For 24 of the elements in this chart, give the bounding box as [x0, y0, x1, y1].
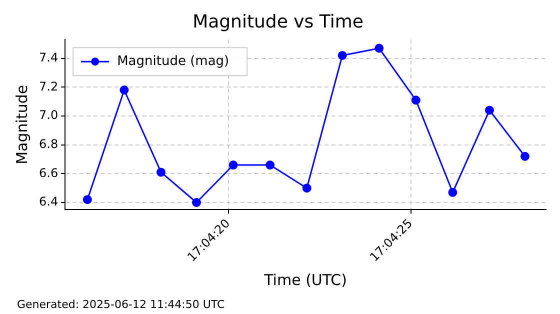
- x-axis-title: Time (UTC): [263, 270, 348, 289]
- point: [448, 188, 458, 197]
- y-tick-label: 7.0: [38, 108, 58, 122]
- y-axis-title: Magnitude: [12, 84, 31, 164]
- y-tick-label: 7.4: [38, 50, 58, 64]
- point: [266, 160, 275, 170]
- y-tick-label: 7.2: [38, 79, 58, 94]
- point: [338, 50, 347, 60]
- y-tick-label: 6.8: [38, 136, 58, 151]
- point: [411, 96, 420, 105]
- point: [374, 44, 384, 53]
- point: [192, 198, 201, 207]
- y-tick-label: 6.4: [38, 194, 58, 209]
- point: [120, 86, 129, 95]
- point: [82, 195, 92, 204]
- chart-title: Magnitude vs Time: [192, 11, 364, 32]
- point: [156, 168, 166, 177]
- text: Generated: 2025-06-12 11:44:50 UTC: [17, 298, 225, 311]
- point: [302, 184, 312, 193]
- point: [520, 152, 530, 161]
- legend-label: Magnitude (mag): [117, 54, 230, 69]
- point: [485, 106, 494, 115]
- point: [228, 160, 238, 170]
- y-tick-label: 6.6: [38, 166, 58, 180]
